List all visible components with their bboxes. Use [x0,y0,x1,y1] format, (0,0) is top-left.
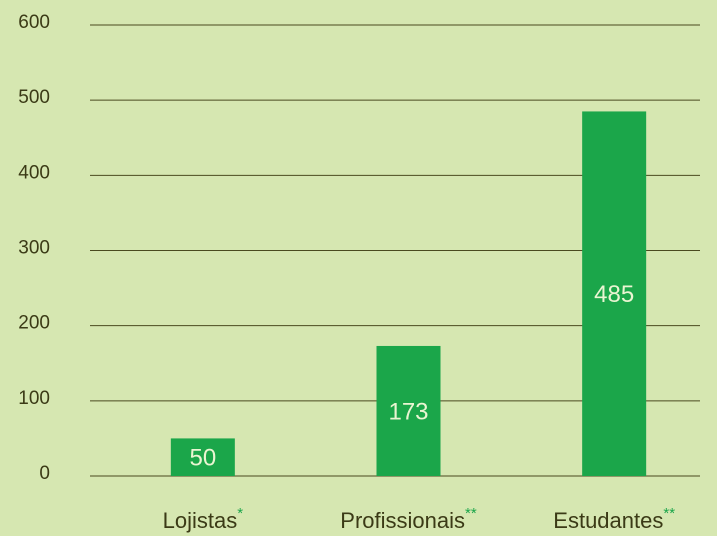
value-label: 50 [189,445,216,472]
bar [582,111,647,477]
x-tick-label: Estudantes** [553,505,675,533]
y-tick-label: 400 [18,162,50,183]
y-tick-label: 500 [18,87,50,108]
x-tick-label: Lojistas* [163,505,244,533]
x-tick-label: Profissionais** [340,505,477,533]
y-tick-label: 600 [18,12,50,33]
y-tick-label: 100 [18,388,50,409]
y-tick-label: 300 [18,238,50,259]
y-tick-label: 200 [18,313,50,334]
value-label: 485 [594,281,634,308]
bar [376,345,441,476]
bar [170,438,235,476]
y-tick-label: 0 [39,463,50,484]
value-label: 173 [388,398,428,425]
